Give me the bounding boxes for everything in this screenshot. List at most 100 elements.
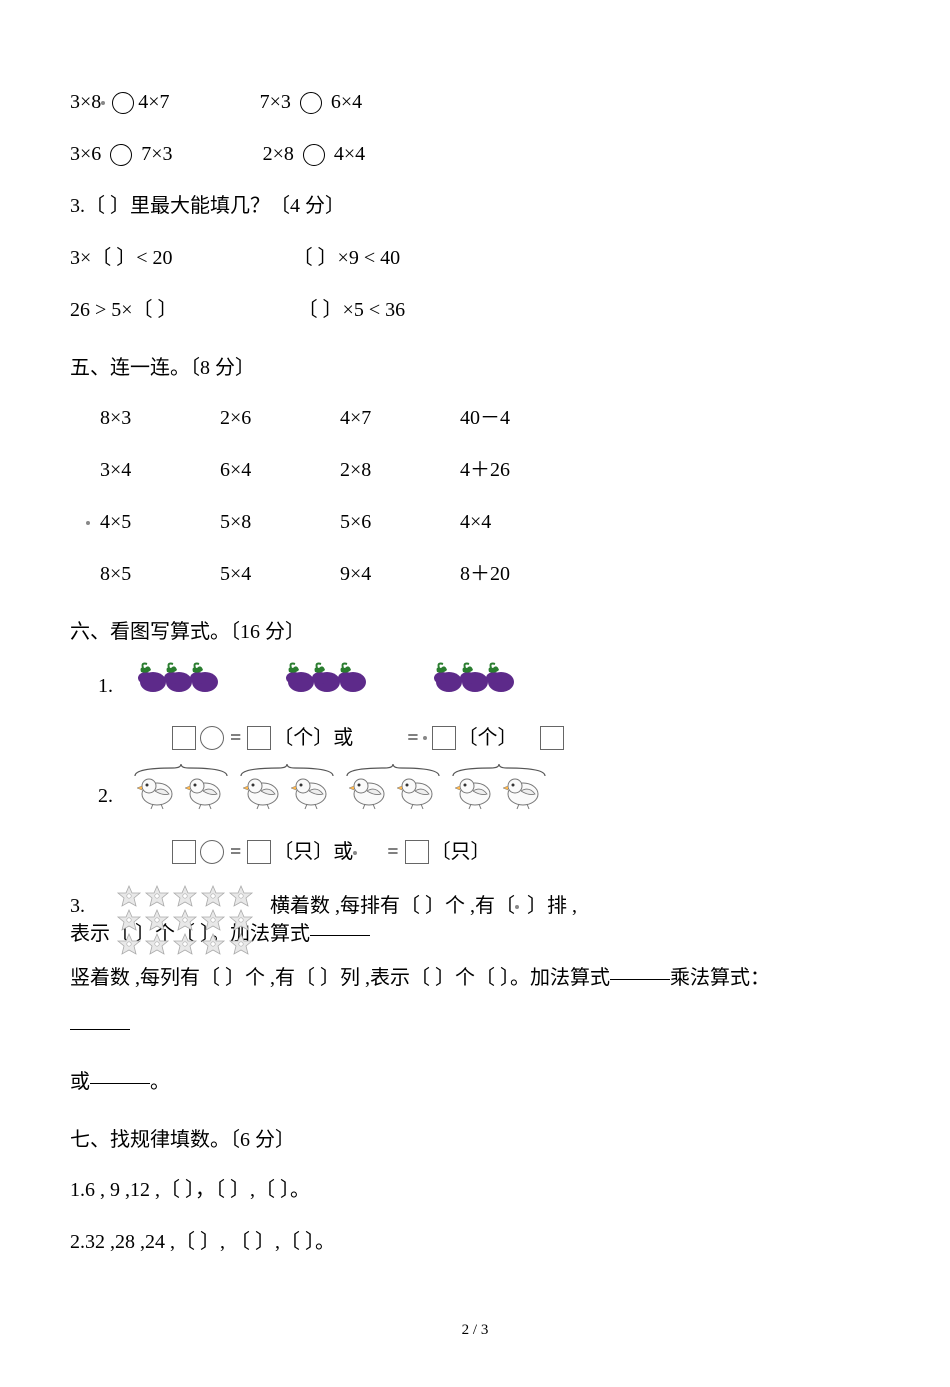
brace-icon: [345, 750, 441, 764]
star-icon: [171, 932, 199, 958]
blank-circle[interactable]: [200, 840, 224, 864]
q6-2-label: 2.: [98, 774, 113, 818]
star-icon: [171, 908, 199, 934]
match-cell[interactable]: 4×7: [340, 396, 460, 440]
star-icon: [199, 908, 227, 934]
star-icon: [115, 932, 143, 958]
q6-1: 1. = 〔个〕或 = 〔个〕: [70, 660, 880, 760]
compare-circle[interactable]: [303, 144, 325, 166]
match-cell[interactable]: 40－4: [460, 396, 580, 440]
eggplant-icon: [185, 660, 221, 696]
q6-3-text: 〕排 ,: [527, 895, 577, 917]
compare-row-1: 3×84×7 7×3 6×4: [70, 80, 880, 124]
blank-underline[interactable]: [90, 1083, 150, 1084]
q6-3-text: 横着数 ,每排有〔 〕个 ,有〔: [270, 895, 515, 917]
section-6-title: 六、看图写算式。〔16 分〕: [70, 610, 880, 654]
match-cell[interactable]: 8＋20: [460, 552, 580, 596]
bird-group: [239, 766, 335, 826]
q3-row-2: 26 > 5×〔 〕 〔 〕×5 < 36: [70, 288, 880, 332]
star-icon: [115, 884, 143, 910]
expr: 26 > 5×〔 〕: [70, 299, 178, 321]
bird-icon: [451, 793, 499, 815]
eggplant-groups: [133, 660, 577, 712]
match-cell[interactable]: 8×3: [100, 396, 220, 440]
match-row: 8×32×64×740－4: [70, 396, 880, 440]
bird-icon: [499, 793, 547, 815]
bird-icon: [239, 793, 287, 815]
expr: 4×7: [138, 91, 169, 113]
expr: 6×4: [331, 91, 362, 113]
blank-box[interactable]: [405, 840, 429, 864]
eggplant-icon: [333, 660, 369, 696]
blank-box[interactable]: [540, 726, 564, 750]
blank-underline[interactable]: [70, 1029, 130, 1030]
star-icon: [227, 932, 255, 958]
expr: 〔 〕×9 < 40: [293, 247, 401, 269]
q6-3-text: 乘法算式：: [670, 967, 770, 989]
star-icon: [143, 908, 171, 934]
bird-group: [451, 766, 547, 826]
match-cell[interactable]: 4＋26: [460, 448, 580, 492]
blank-box[interactable]: [172, 726, 196, 750]
eggplant-icon: [481, 660, 517, 696]
bird-group: [345, 766, 441, 826]
match-cell[interactable]: 2×8: [340, 448, 460, 492]
eggplant-group: [281, 660, 369, 696]
q6-3-or: 或: [70, 1071, 90, 1093]
star-icon: [143, 932, 171, 958]
q6-3: 3. 横着数 ,每排有〔 〕个 ,有〔 〕排 , 表示〔 〕个〔 〕。加法算式 …: [70, 884, 880, 1104]
expr: 3×6: [70, 143, 101, 165]
star-grid: [115, 884, 255, 956]
match-row: 4×55×85×64×4: [70, 500, 880, 544]
expr: 7×3: [260, 91, 291, 113]
match-cell[interactable]: 2×6: [220, 396, 340, 440]
match-cell[interactable]: 9×4: [340, 552, 460, 596]
match-cell[interactable]: 3×4: [100, 448, 220, 492]
star-icon: [199, 932, 227, 958]
bird-icon: [287, 793, 335, 815]
match-cell[interactable]: 4×5: [100, 500, 220, 544]
match-cell[interactable]: 5×6: [340, 500, 460, 544]
match-cell[interactable]: 5×8: [220, 500, 340, 544]
bird-icon: [393, 793, 441, 815]
unit-text: 〔只〕: [431, 830, 491, 874]
s7-q1: 1.6 , 9 ,12 ,〔 〕，〔 〕,〔 〕。: [70, 1168, 880, 1212]
star-icon: [115, 908, 143, 934]
blank-circle[interactable]: [200, 726, 224, 750]
unit-text: 〔只〕或: [273, 830, 353, 874]
compare-circle[interactable]: [112, 92, 134, 114]
blank-box[interactable]: [247, 726, 271, 750]
match-row: 8×55×49×48＋20: [70, 552, 880, 596]
q6-2: 2. = 〔只〕或 = 〔只〕: [70, 766, 880, 874]
match-cell[interactable]: 4×4: [460, 500, 580, 544]
star-row: [115, 884, 255, 908]
q6-3-label: 3.: [70, 895, 85, 917]
bird-icon: [345, 793, 393, 815]
star-row: [115, 908, 255, 932]
compare-circle[interactable]: [110, 144, 132, 166]
q6-1-label: 1.: [70, 664, 113, 708]
match-cell[interactable]: 5×4: [220, 552, 340, 596]
brace-icon: [451, 750, 547, 764]
bird-groups: [133, 766, 557, 826]
q3-title: 3.〔 〕里最大能填几？〔4 分〕: [70, 184, 880, 228]
q3-row-1: 3×〔 〕< 20 〔 〕×9 < 40: [70, 236, 880, 280]
bird-icon: [181, 793, 229, 815]
blank-box[interactable]: [172, 840, 196, 864]
compare-circle[interactable]: [300, 92, 322, 114]
star-row: [115, 932, 255, 956]
blank-underline[interactable]: [610, 979, 670, 980]
star-icon: [171, 884, 199, 910]
s7-q2: 2.32 ,28 ,24 ,〔 〕, 〔 〕,〔 〕。: [70, 1220, 880, 1264]
bird-group: [133, 766, 229, 826]
match-cell[interactable]: 8×5: [100, 552, 220, 596]
blank-box[interactable]: [247, 840, 271, 864]
expr: 〔 〕×5 < 36: [298, 299, 406, 321]
compare-row-2: 3×6 7×3 2×8 4×4: [70, 132, 880, 176]
match-cell[interactable]: 6×4: [220, 448, 340, 492]
match-table: 8×32×64×740－4 3×46×42×84＋26 4×55×85×64×4 8×…: [70, 396, 880, 596]
q6-3-text: 竖着数 ,每列有〔 〕个 ,有〔 〕列 ,表示〔 〕个〔 〕。加法算式: [70, 967, 610, 989]
eggplant-group: [133, 660, 221, 696]
star-icon: [227, 908, 255, 934]
blank-box[interactable]: [432, 726, 456, 750]
